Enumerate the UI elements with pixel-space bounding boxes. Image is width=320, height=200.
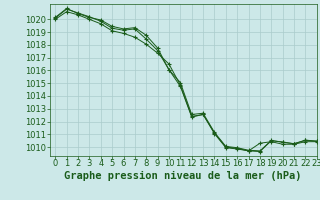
X-axis label: Graphe pression niveau de la mer (hPa): Graphe pression niveau de la mer (hPa) [64, 171, 302, 181]
